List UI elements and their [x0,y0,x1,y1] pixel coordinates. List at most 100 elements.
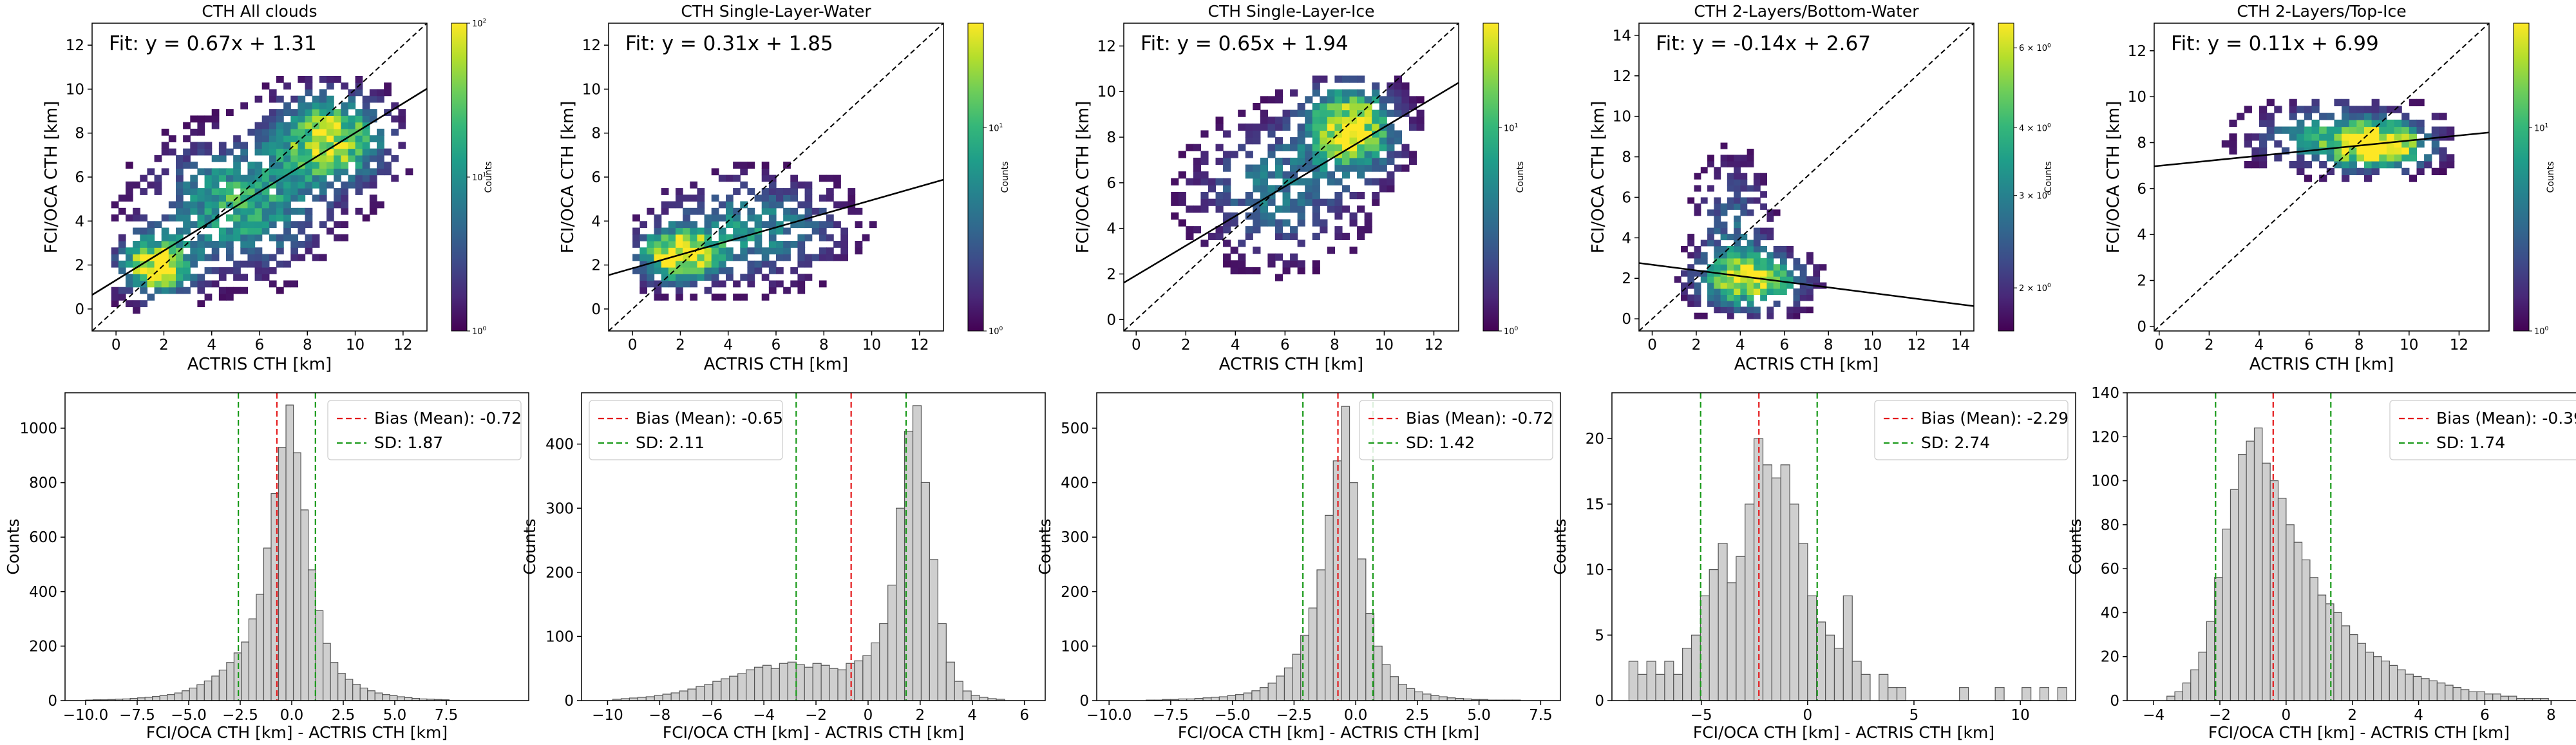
heatmap-cell [1364,96,1372,104]
heatmap-cell [2424,154,2432,162]
heatmap-cell [1357,75,1365,83]
heatmap-cell [377,162,384,169]
legend-box [1359,400,1553,460]
histogram-bar [1292,654,1302,701]
heatmap-cell [1372,192,1380,200]
x-tick-label: 2 [1692,337,1701,354]
heatmap-cell [1727,245,1734,252]
heatmap-cell [226,293,234,301]
heatmap-cell [290,142,299,149]
heatmap-cell [1305,123,1313,131]
heatmap-cell [1260,198,1269,206]
heatmap-cell [269,201,277,209]
colorbar-tick-label: 100 [1504,326,1519,337]
colorbar-label: Counts [484,162,494,193]
histogram-bar [837,669,847,701]
heatmap-cell [2386,106,2395,113]
heatmap-cell [2274,154,2282,162]
histogram-bar [263,547,272,701]
heatmap-cell [240,214,249,222]
heatmap-cell [639,280,648,288]
heatmap-cell [276,128,284,136]
heatmap-cell [1186,205,1194,213]
legend-bias-label: Bias (Mean): -0.72 [374,409,522,428]
heatmap-cell [1253,212,1261,220]
heatmap-cell [754,260,762,268]
heatmap-cell [190,174,198,182]
heatmap-cell [1253,246,1261,254]
x-tick-label: 10 [2011,707,2029,724]
heatmap-cell [377,95,384,103]
heatmap-cell [1341,137,1350,145]
heatmap-cell [1312,109,1320,117]
heatmap-cell [1327,198,1336,206]
heatmap-cell [348,155,356,162]
colorbar [2513,23,2530,332]
heatmap-cell [1327,89,1336,97]
heatmap-cell [1320,102,1328,111]
heatmap-cell [1290,89,1298,97]
y-tick-label: 4 [2137,227,2146,243]
heatmap-cell [118,293,126,301]
histogram-bar [1673,674,1683,701]
heatmap-cell [218,142,227,149]
heatmap-cell [261,201,270,209]
heatmap-cell [341,109,349,116]
heatmap-cell [690,274,698,281]
heatmap-cell [1171,212,1179,220]
heatmap-cell [269,142,277,149]
heatmap-cell [1238,240,1246,247]
heatmap-cell [1408,157,1417,165]
histogram-bar [1888,687,1898,701]
heatmap-cell [797,221,806,229]
heatmap-cell [2439,167,2447,176]
heatmap-cell [1681,270,1688,277]
heatmap-cell [1813,276,1821,283]
heatmap-cell [254,234,263,241]
heatmap-cell [226,109,234,116]
histogram-bar [1896,687,1907,701]
heatmap-cell [1720,264,1728,271]
heatmap-cell [1200,171,1209,179]
heatmap-cell [1297,130,1305,138]
heatmap-cell [2416,99,2425,107]
heatmap-cell [1714,215,1721,222]
x-axis-label: FCI/OCA CTH [km] - ACTRIS CTH [km] [2208,723,2510,742]
heatmap-cell [348,102,356,109]
heatmap-cell [1779,276,1787,283]
histogram-bar [1709,569,1719,701]
heatmap-cell [1753,252,1761,259]
heatmap-cell [1401,109,1410,117]
plot-frame [64,392,529,701]
x-tick-label: 2 [916,707,925,724]
heatmap-cell [1253,219,1261,227]
heatmap-cell [1401,96,1410,104]
heatmap-cell [2356,113,2365,120]
heatmap-cell [704,214,712,222]
heatmap-cell [154,254,162,261]
heatmap-cell [147,227,155,235]
heatmap-cell [1327,109,1336,117]
heatmap-cell [298,155,306,162]
heatmap-cell [2386,119,2395,127]
heatmap-cell [305,214,313,222]
heatmap-cell [2259,106,2268,113]
heatmap-cell [290,162,299,169]
heatmap-cell [298,102,306,109]
heatmap-cell [1208,232,1217,240]
histogram-bar [2182,683,2192,701]
plot-frame [2154,23,2490,332]
heatmap-cell [1274,253,1283,261]
heatmap-cell [1364,123,1372,131]
heatmap-cell [1320,157,1328,165]
heatmap-cell [161,142,169,149]
heatmap-cell [1253,198,1261,206]
heatmap-cell [183,287,191,294]
heatmap-cell [797,247,806,255]
y-tick-label: 4 [591,213,601,230]
heatmap-cell [247,221,256,229]
heatmap-cell [1357,89,1365,97]
heatmap-cell [1320,198,1328,206]
heatmap-cell [276,109,284,116]
y-tick-label: 300 [545,500,574,517]
